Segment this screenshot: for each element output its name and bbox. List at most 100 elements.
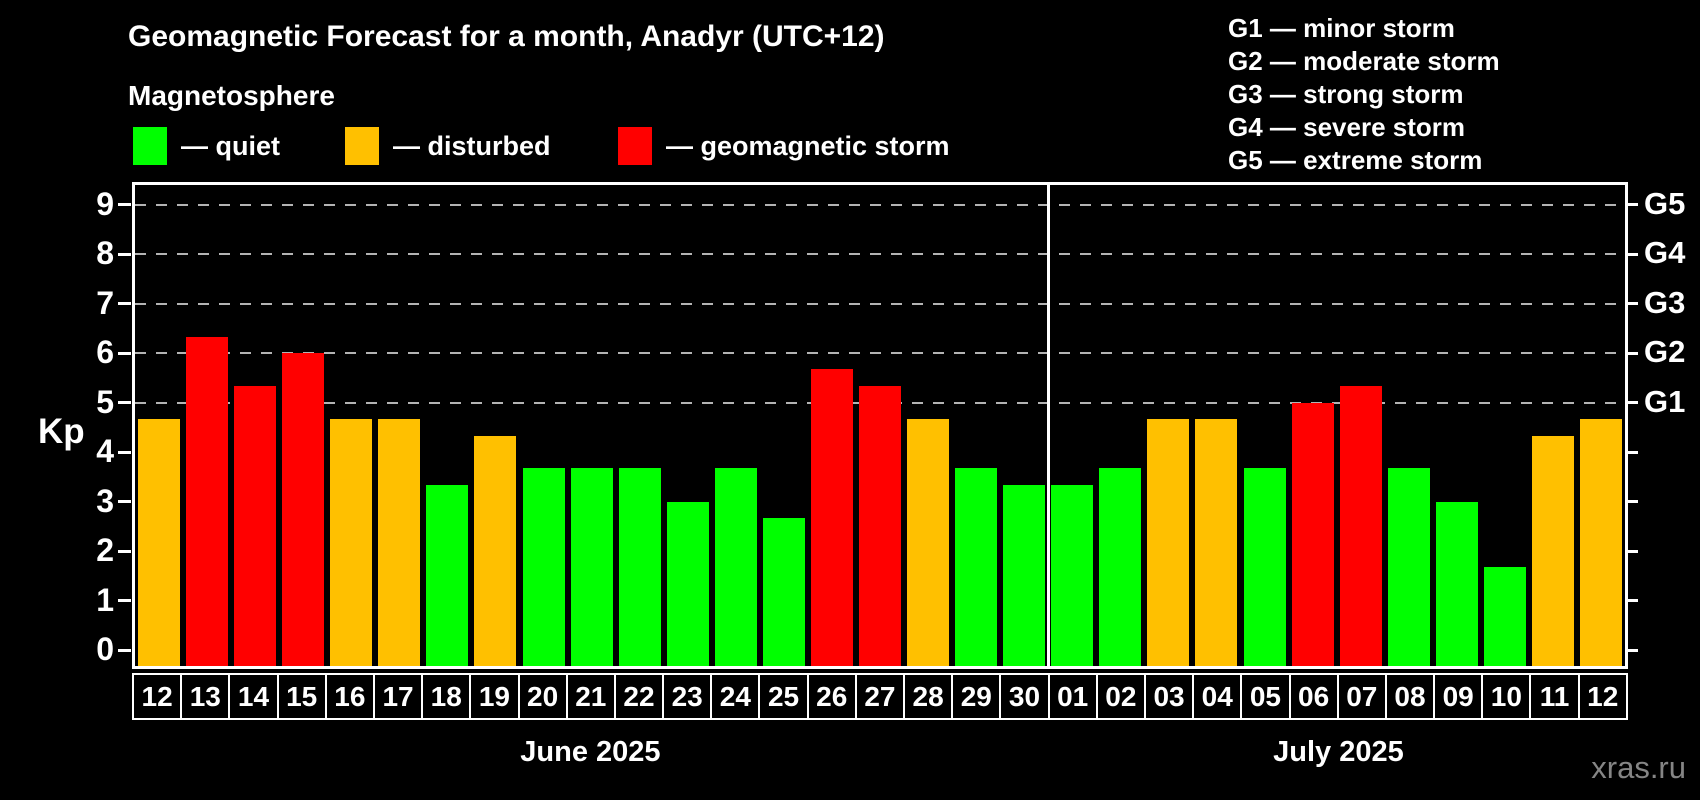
g-level-label-G2: G2 (1644, 334, 1686, 369)
legend-swatch-storm (618, 127, 652, 165)
bar-jun-27 (859, 386, 901, 666)
legend-swatch-disturbed (345, 127, 379, 165)
bar-jul-12 (1579, 418, 1622, 666)
y-tick-2 (118, 549, 131, 553)
g-level-label-G3: G3 (1644, 284, 1686, 320)
date-cell-jun-20: 20 (517, 673, 568, 720)
bar-jun-15 (282, 353, 325, 666)
bar-jul-10 (1483, 567, 1526, 666)
date-cell-jun-25: 25 (758, 673, 809, 720)
bar-jun-22 (618, 468, 661, 666)
legend-item-quiet: — quiet (133, 124, 280, 168)
g-legend-item-3: G3 — strong storm (1228, 79, 1464, 109)
bar-jul-07 (1339, 386, 1382, 666)
bar-jun-23 (666, 501, 709, 666)
y-tick-4 (118, 450, 131, 454)
right-tick-4 (1625, 450, 1638, 454)
subtitle-magnetosphere: Magnetosphere (128, 80, 335, 111)
y-tick-9 (118, 203, 131, 206)
date-cell-jun-26: 26 (806, 673, 857, 720)
date-cell-jun-14: 14 (228, 673, 279, 720)
y-tick-7 (118, 302, 131, 305)
right-tick-3 (1625, 500, 1638, 503)
date-cell-jun-22: 22 (613, 673, 665, 720)
bar-jun-24 (714, 468, 757, 666)
date-cell-jun-28: 28 (903, 673, 954, 720)
date-cell-jul-11: 11 (1529, 673, 1580, 720)
right-tick-2 (1625, 549, 1638, 553)
plot-area (132, 182, 1628, 669)
y-tick-label-6: 6 (96, 334, 114, 370)
g-level-label-G1: G1 (1644, 383, 1686, 419)
bar-jun-26 (810, 369, 853, 666)
date-cell-jul-10: 10 (1481, 673, 1532, 720)
y-tick-label-9: 9 (96, 185, 114, 222)
date-cell-jun-16: 16 (324, 673, 375, 720)
y-tick-label-4: 4 (96, 433, 114, 469)
legend-item-storm: — geomagnetic storm (618, 124, 950, 168)
magnetosphere-legend: — quiet — disturbed — geomagnetic storm (0, 124, 1100, 168)
date-axis: 12 13 14 15 16 17 18 19 20 21 22 23 24 25 26 27 28 29 30 01… (132, 673, 1628, 720)
right-tick-0 (1625, 648, 1638, 652)
date-cell-jun-21: 21 (565, 673, 616, 720)
legend-label-quiet: — quiet (181, 130, 280, 161)
bar-jun-28 (907, 418, 950, 666)
y-tick-label-5: 5 (96, 383, 114, 420)
bar-jun-13 (186, 336, 229, 666)
bar-jun-18 (426, 485, 469, 666)
bar-jun-20 (522, 468, 565, 666)
month-label-jun: June 2025 (520, 736, 661, 768)
right-tick-6 (1625, 351, 1638, 355)
bar-jun-25 (762, 517, 805, 666)
y-tick-label-0: 0 (96, 631, 114, 667)
date-cell-jul-07: 07 (1336, 673, 1387, 720)
bar-jul-11 (1531, 435, 1574, 666)
bar-jun-30 (1003, 485, 1046, 666)
bar-jul-08 (1387, 468, 1430, 666)
bar-jul-03 (1147, 418, 1190, 666)
gridline-kp9 (135, 203, 1625, 206)
bar-jun-19 (474, 435, 517, 666)
g-legend-item-1: G1 — minor storm (1228, 13, 1455, 43)
date-cell-jul-09: 09 (1433, 673, 1484, 720)
date-cell-jun-27: 27 (854, 673, 905, 720)
month-label-jul: July 2025 (1273, 736, 1404, 768)
right-tick-1 (1625, 599, 1638, 602)
y-tick-label-8: 8 (96, 235, 114, 271)
date-cell-jun-12: 12 (132, 673, 183, 720)
date-cell-jul-08: 08 (1384, 673, 1436, 720)
date-cell-jun-24: 24 (710, 673, 761, 720)
g-level-label-G4: G4 (1644, 235, 1686, 270)
y-tick-label-2: 2 (96, 532, 114, 568)
y-tick-5 (118, 401, 131, 404)
right-tick-5 (1625, 401, 1638, 404)
legend-label-disturbed: — disturbed (393, 130, 551, 161)
y-axis-title: Kp (38, 412, 85, 451)
g-legend-item-5: G5 — extreme storm (1228, 145, 1483, 175)
g-legend-item-4: G4 — severe storm (1228, 112, 1466, 142)
y-tick-1 (118, 599, 131, 602)
watermark: xras.ru (1591, 750, 1686, 785)
y-tick-6 (118, 351, 131, 355)
date-cell-jun-15: 15 (276, 673, 327, 720)
month-separator (1046, 185, 1050, 666)
bar-jun-12 (138, 418, 181, 666)
date-cell-jul-12: 12 (1577, 673, 1628, 720)
bar-jul-02 (1099, 468, 1142, 666)
date-cell-jun-29: 29 (951, 673, 1002, 720)
gridline-kp6 (135, 352, 1625, 354)
bar-jul-04 (1195, 418, 1238, 666)
bar-jul-01 (1051, 485, 1094, 666)
gridline-kp8 (135, 253, 1625, 255)
y-tick-label-7: 7 (96, 284, 114, 321)
date-cell-jul-06: 06 (1288, 673, 1339, 720)
date-cell-jun-17: 17 (372, 673, 424, 720)
legend-item-disturbed: — disturbed (345, 124, 551, 168)
g-legend-item-2: G2 — moderate storm (1228, 46, 1500, 76)
date-cell-jun-23: 23 (662, 673, 713, 720)
date-cell-jun-18: 18 (421, 673, 472, 720)
bar-jul-05 (1243, 468, 1286, 666)
date-cell-jul-03: 03 (1143, 673, 1195, 720)
date-cell-jul-05: 05 (1240, 673, 1291, 720)
